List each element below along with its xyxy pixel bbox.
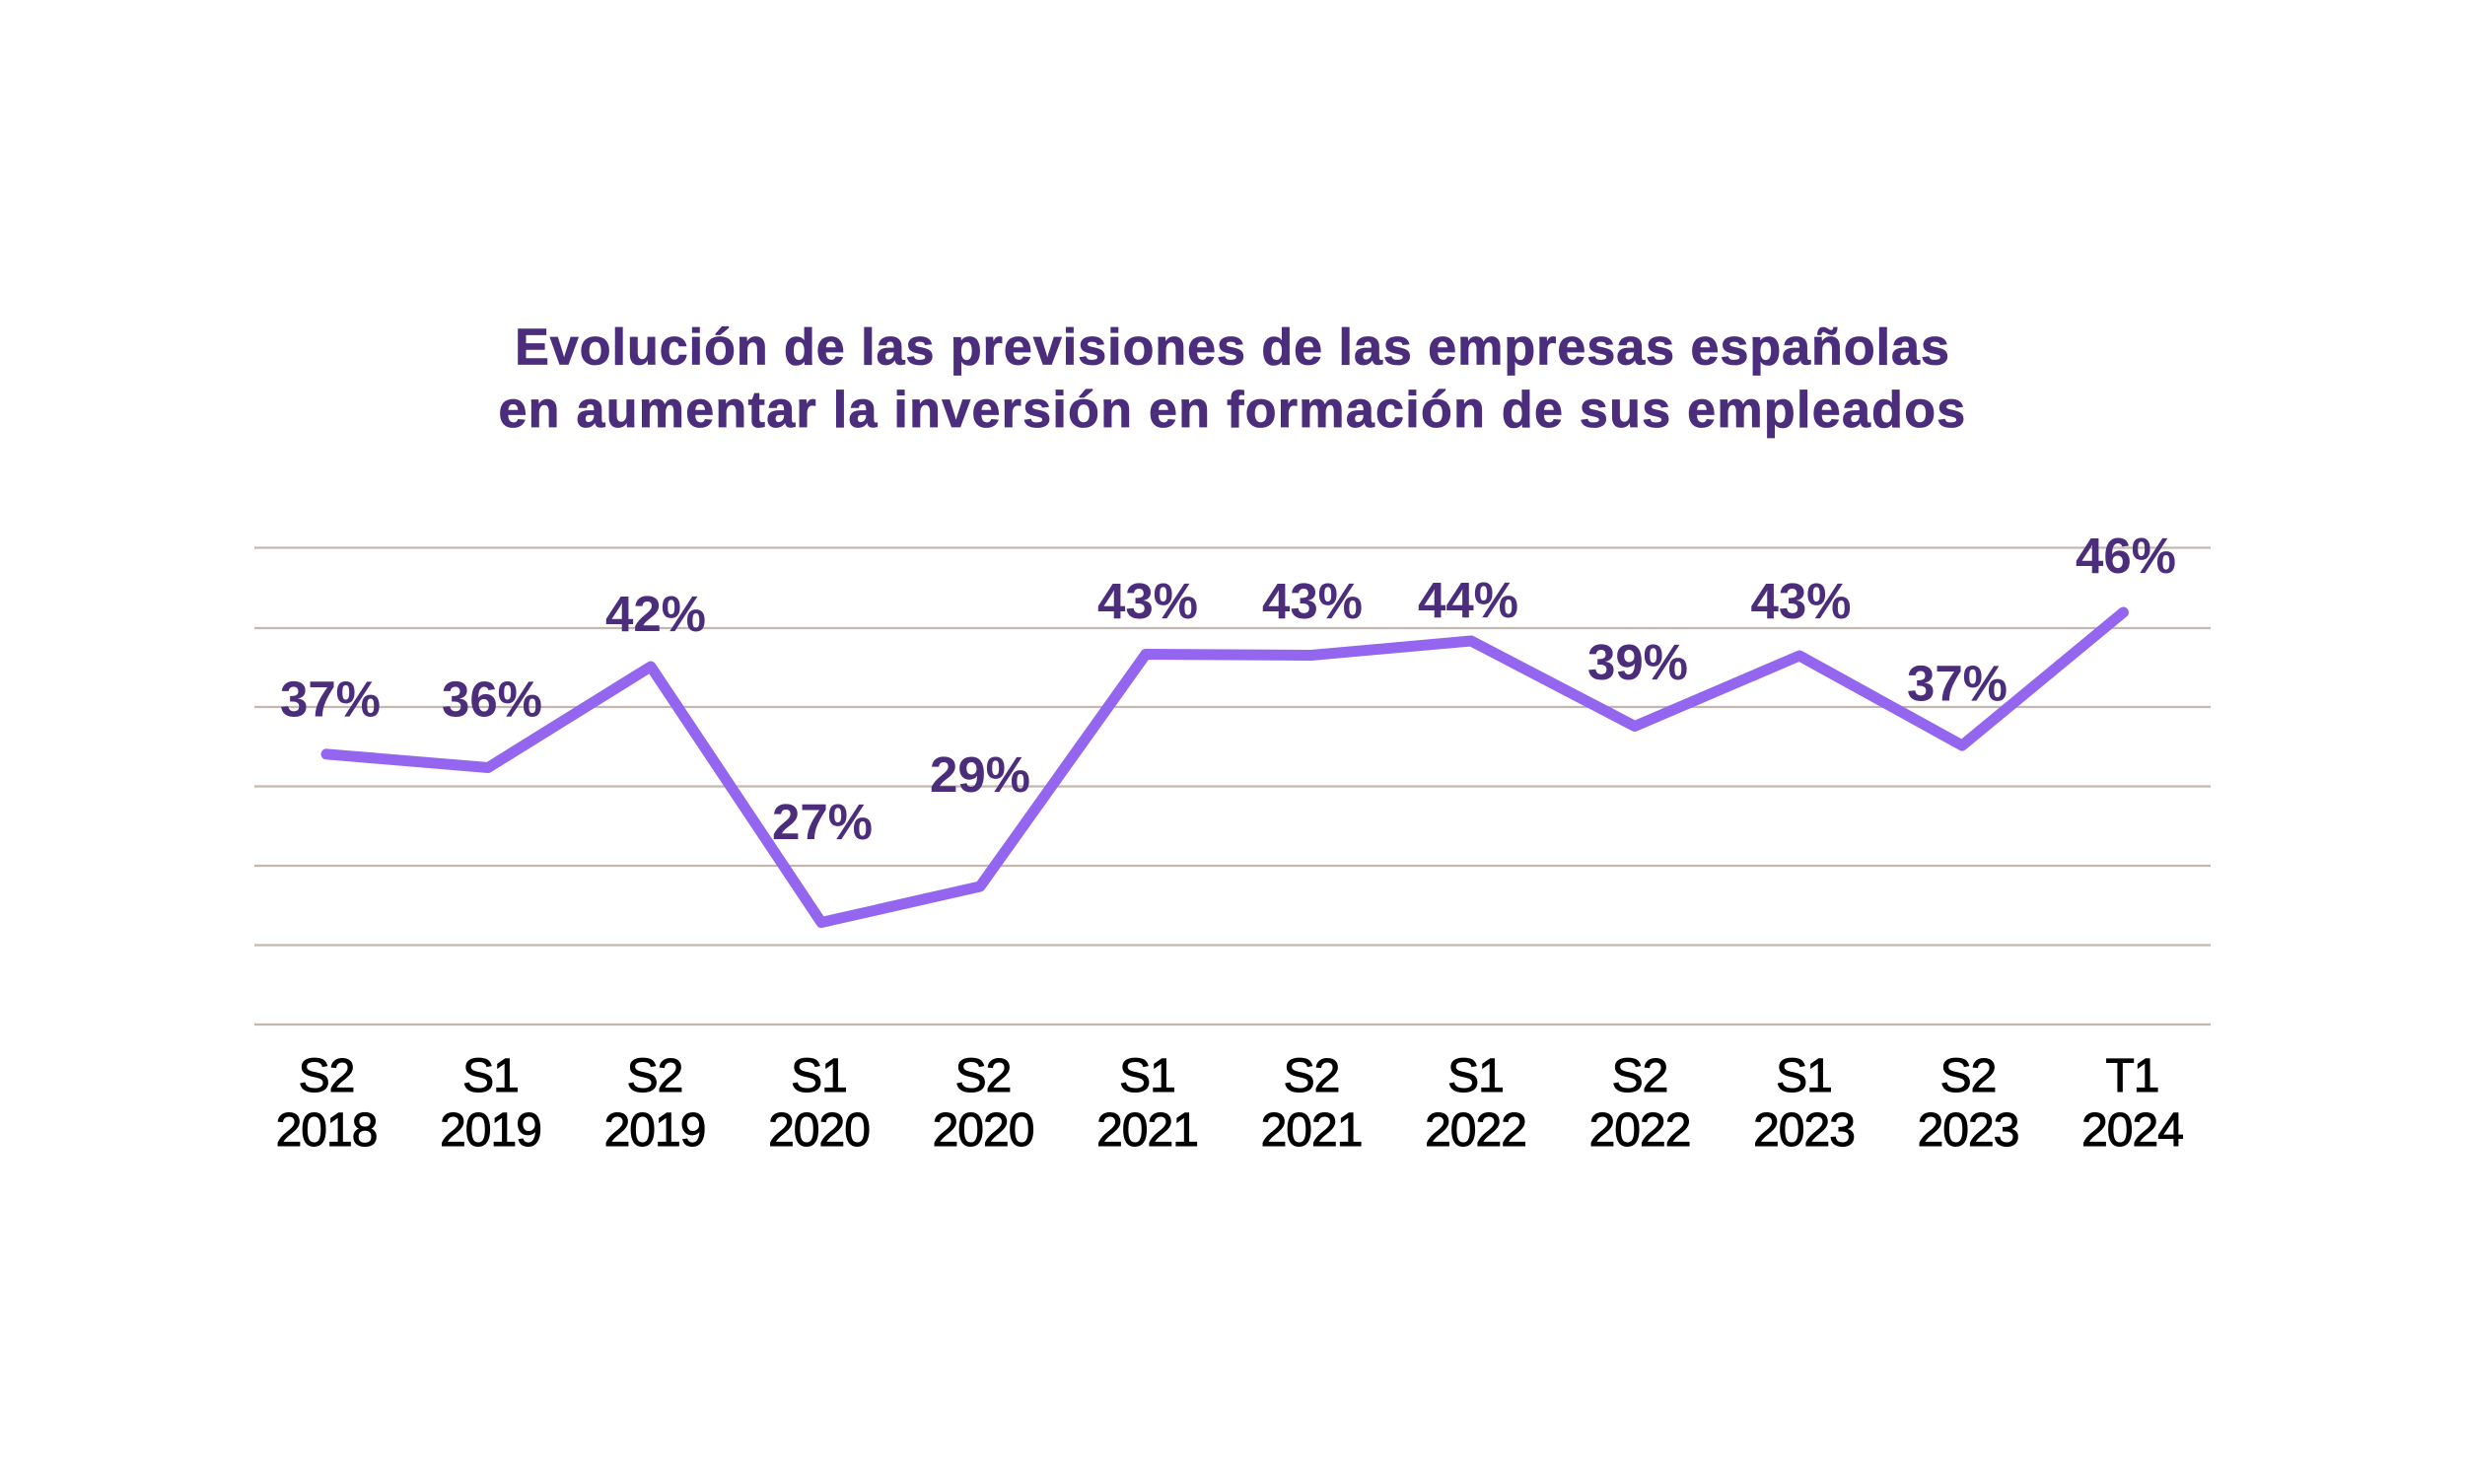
svg-text:S1: S1 — [1119, 1050, 1175, 1102]
svg-text:T1: T1 — [2105, 1050, 2158, 1102]
svg-text:S2: S2 — [1612, 1050, 1668, 1102]
svg-text:42%: 42% — [605, 586, 706, 642]
svg-text:S2: S2 — [299, 1050, 355, 1102]
svg-text:39%: 39% — [1587, 634, 1688, 690]
svg-text:2021: 2021 — [1261, 1104, 1363, 1157]
svg-text:44%: 44% — [1418, 572, 1518, 628]
svg-text:2020: 2020 — [768, 1104, 870, 1157]
svg-text:2021: 2021 — [1096, 1104, 1198, 1157]
svg-text:36%: 36% — [442, 671, 542, 728]
svg-text:S2: S2 — [1284, 1050, 1340, 1102]
svg-text:S2: S2 — [627, 1050, 683, 1102]
svg-text:43%: 43% — [1262, 573, 1363, 629]
svg-text:46%: 46% — [2076, 528, 2176, 584]
svg-text:Evolución de las previsiones d: Evolución de las previsiones de las empr… — [515, 319, 1950, 377]
svg-text:2022: 2022 — [1425, 1104, 1526, 1157]
svg-text:43%: 43% — [1097, 573, 1198, 629]
svg-text:en aumentar la inversión en fo: en aumentar la inversión en formación de… — [498, 382, 1966, 439]
svg-text:2024: 2024 — [2081, 1104, 2183, 1157]
svg-text:2020: 2020 — [933, 1104, 1034, 1157]
svg-text:S1: S1 — [1447, 1050, 1504, 1102]
svg-text:S2: S2 — [955, 1050, 1012, 1102]
svg-text:2019: 2019 — [440, 1104, 541, 1157]
svg-text:2023: 2023 — [1753, 1104, 1855, 1157]
svg-text:S1: S1 — [1776, 1050, 1832, 1102]
svg-text:S2: S2 — [1940, 1050, 1997, 1102]
svg-text:2019: 2019 — [604, 1104, 706, 1157]
svg-text:29%: 29% — [930, 746, 1030, 803]
svg-text:37%: 37% — [1907, 656, 2007, 712]
svg-text:2018: 2018 — [276, 1104, 378, 1157]
svg-text:S1: S1 — [462, 1050, 519, 1102]
svg-text:2023: 2023 — [1918, 1104, 2019, 1157]
svg-text:43%: 43% — [1750, 573, 1851, 629]
svg-text:37%: 37% — [280, 671, 381, 728]
svg-text:27%: 27% — [772, 794, 873, 850]
svg-text:S1: S1 — [791, 1050, 847, 1102]
svg-text:2022: 2022 — [1589, 1104, 1691, 1157]
